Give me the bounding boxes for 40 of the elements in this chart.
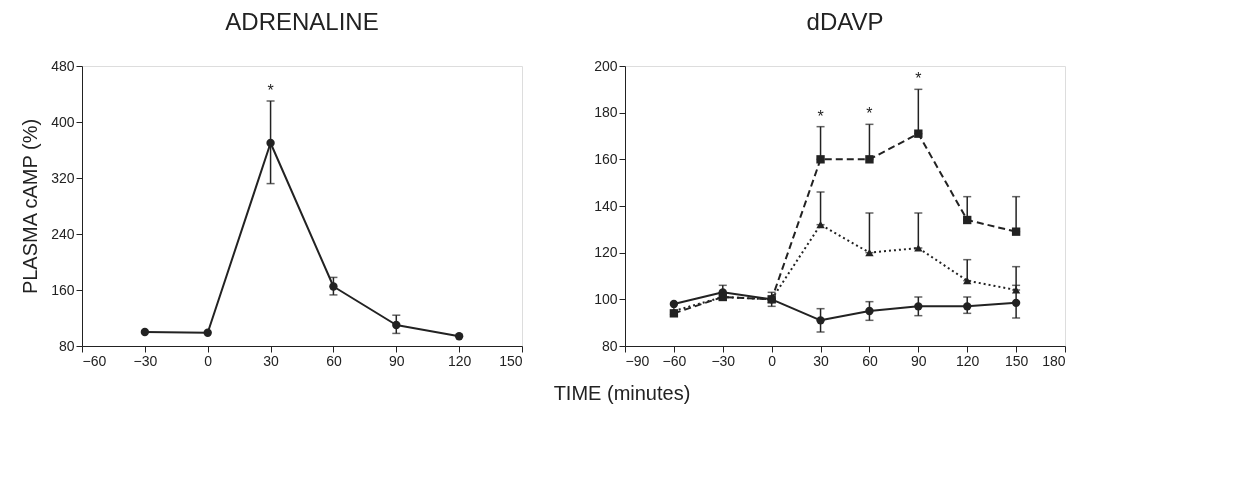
y-tick-label: 80 <box>601 337 618 354</box>
y-tick-label: 120 <box>594 244 618 261</box>
y-tick-label: 140 <box>594 197 618 214</box>
y-tick-label: 160 <box>51 281 75 298</box>
y-tick-label: 100 <box>594 290 618 307</box>
y-tick-label: 160 <box>594 150 618 167</box>
y-tick-label: 80 <box>58 337 75 354</box>
x-tick-label: −60 <box>662 352 687 369</box>
y-tick-label: 200 <box>594 57 618 74</box>
text: TIME (minutes) <box>553 382 691 404</box>
y-axis-title: PLASMA cAMP (%) <box>19 118 42 295</box>
annotation: * <box>915 70 922 88</box>
x-tick-label: 0 <box>204 352 213 369</box>
x-tick-label: 120 <box>956 352 980 369</box>
chart-title: dDAVP <box>806 8 884 35</box>
annotation: * <box>267 82 274 99</box>
x-tick-label: −60 <box>82 352 107 369</box>
x-tick-label: 180 <box>1042 352 1066 369</box>
x-tick-label: 60 <box>326 352 342 369</box>
x-tick-label: 30 <box>813 352 830 369</box>
x-tick-label: 0 <box>768 352 777 369</box>
x-tick-label: −30 <box>133 352 158 369</box>
annotation: * <box>817 107 824 125</box>
x-tick-label: 150 <box>1004 352 1029 369</box>
y-tick-label: 240 <box>51 225 75 242</box>
x-tick-label: −30 <box>711 352 736 369</box>
y-tick-label: 180 <box>594 104 618 121</box>
x-tick-label: 90 <box>911 352 927 369</box>
x-tick-label: 150 <box>499 352 523 369</box>
chart-title: ADRENALINE <box>225 8 379 35</box>
y-tick-label: 480 <box>51 57 75 74</box>
x-tick-label: −90 <box>625 352 650 369</box>
annotation: * <box>866 105 873 123</box>
x-tick-label: 90 <box>389 352 405 369</box>
point <box>669 299 679 309</box>
y-tick-label: 400 <box>51 113 75 130</box>
x-tick-label: 60 <box>862 352 878 369</box>
y-tick-label: 320 <box>51 169 75 186</box>
x-tick-label: 30 <box>263 352 280 369</box>
x-tick-label: 120 <box>447 352 472 369</box>
